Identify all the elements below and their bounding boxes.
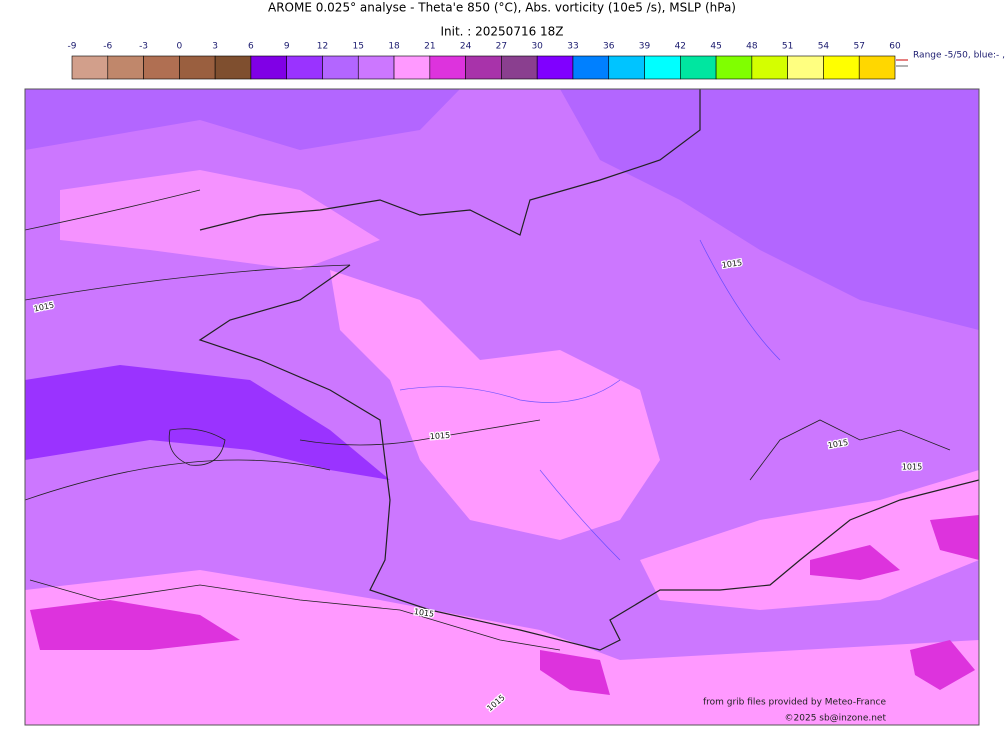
field-region — [25, 89, 460, 150]
colorbar-tick-label: -6 — [103, 42, 112, 52]
colorbar-swatch — [393, 55, 431, 80]
credit: ©2025 sb@inzone.net — [785, 714, 887, 724]
colorbar-swatch — [823, 55, 860, 80]
colorbar-swatch — [429, 55, 466, 80]
isobar-line — [749, 419, 951, 481]
title: AROME 0.025° analyse - Theta'e 850 (°C),… — [268, 1, 736, 15]
map-frame — [24, 88, 980, 726]
coastline — [198, 264, 979, 651]
colorbar-tick-label: 42 — [675, 42, 686, 52]
colorbar-swatch — [715, 55, 753, 80]
colorbar-tick-label: 9 — [284, 42, 290, 52]
colorbar-swatch — [501, 55, 538, 80]
coastlines — [25, 89, 979, 651]
colorbar-swatch — [214, 55, 252, 80]
isobar-label: 1015 — [902, 463, 922, 472]
colorbar-tick-label: 45 — [710, 42, 721, 52]
field-region — [330, 270, 660, 540]
colorbar-swatch — [107, 55, 144, 80]
colorbar-tick-label: -3 — [139, 42, 148, 52]
isobar-line — [25, 189, 201, 231]
colorbar-tick-label: 6 — [248, 42, 254, 52]
colorbar-tick-label: -9 — [68, 42, 77, 52]
field-region — [930, 515, 979, 560]
colorbar-swatch — [572, 55, 610, 80]
isobar-line — [25, 459, 331, 501]
field-region — [540, 650, 610, 695]
colorbar-tick-label: 30 — [531, 42, 543, 52]
colorbar-tick-label: 57 — [853, 42, 864, 52]
colorbar-tick-label: 0 — [176, 42, 182, 52]
colorbar-swatch — [608, 55, 645, 80]
map — [24, 88, 980, 726]
colorbar-swatch — [787, 55, 824, 80]
colorbar-tick-label: 21 — [424, 42, 435, 52]
colorbar-swatch — [680, 55, 717, 80]
colorbar-swatch — [536, 55, 574, 80]
isobar-label: 1015 — [413, 607, 434, 619]
colorbar-tick-label: 3 — [212, 42, 218, 52]
colorbar-swatch — [322, 55, 359, 80]
field-region — [640, 470, 979, 610]
isobar-line — [299, 419, 541, 446]
colorbar-tick-label: 12 — [317, 42, 328, 52]
isobar-label: 1015 — [721, 258, 742, 270]
colorbar-swatch — [751, 55, 788, 80]
colorbar-swatch — [858, 55, 896, 80]
colorbar-swatch — [286, 55, 323, 80]
field-region — [60, 170, 380, 270]
field-region — [30, 600, 240, 650]
colorbar-tick-label: 36 — [603, 42, 615, 52]
colorbar-tick-label: 33 — [567, 42, 578, 52]
colorbar-swatch — [644, 55, 681, 80]
colorbar-swatch — [179, 55, 216, 80]
field-region — [810, 545, 900, 580]
isobar-label: 1015 — [430, 431, 451, 441]
colorbar-tick-label: 15 — [353, 42, 364, 52]
colorbar-tick-label: 18 — [388, 42, 400, 52]
coastline — [199, 89, 701, 236]
range-note: Range -5/50, blue:- , r — [913, 51, 1005, 61]
field-region — [560, 89, 979, 330]
field-region — [25, 365, 390, 480]
isobar-line — [25, 264, 351, 301]
rivers — [399, 239, 781, 561]
init-time: Init. : 20250716 18Z — [440, 25, 563, 39]
colorbar-tick-label: 27 — [496, 42, 507, 52]
isobar-line — [29, 579, 561, 651]
colorbar-tick-label: 39 — [639, 42, 651, 52]
colorbar-tick-label: 54 — [818, 42, 830, 52]
field-region — [910, 640, 975, 690]
colorbar-swatch — [465, 55, 502, 80]
colorbar-tick-label: 51 — [782, 42, 793, 52]
colorbar-swatch — [357, 55, 395, 80]
colorbar-swatch — [71, 55, 109, 80]
colorbar: -9 -6 -3 0 3 6 9 12 15 18 21 24 27 30 33 36 39 42 45 48 51 54… — [68, 42, 901, 80]
colorbar-swatch — [250, 55, 287, 80]
colorbar-tick-label: 48 — [746, 42, 758, 52]
field-region — [25, 570, 979, 725]
colorbar-tick-label: 24 — [460, 42, 472, 52]
colorbar-tick-label: 60 — [889, 42, 901, 52]
isobar-line — [168, 428, 226, 466]
source-note: from grib files provided by Meteo-France — [703, 698, 886, 708]
colorbar-swatch — [143, 55, 180, 80]
